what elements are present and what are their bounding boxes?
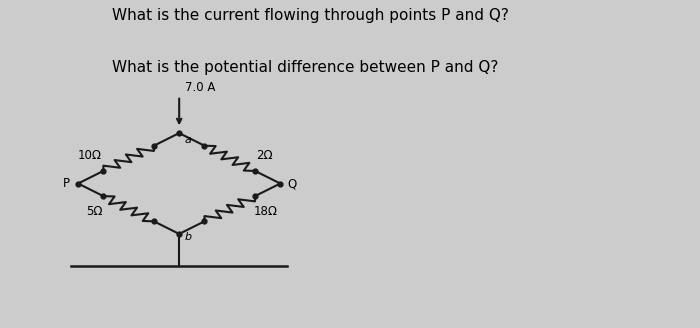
- Text: a: a: [185, 135, 192, 145]
- Text: 18Ω: 18Ω: [254, 205, 278, 218]
- Text: P: P: [63, 177, 70, 190]
- Text: b: b: [185, 232, 192, 242]
- Text: 10Ω: 10Ω: [78, 149, 102, 162]
- Text: 2Ω: 2Ω: [256, 149, 273, 162]
- Text: 7.0 A: 7.0 A: [185, 81, 215, 94]
- Text: Q: Q: [287, 177, 297, 190]
- Text: What is the current flowing through points P and Q?: What is the current flowing through poin…: [111, 8, 508, 23]
- Text: 5Ω: 5Ω: [85, 205, 102, 218]
- Text: What is the potential difference between P and Q?: What is the potential difference between…: [111, 60, 498, 75]
